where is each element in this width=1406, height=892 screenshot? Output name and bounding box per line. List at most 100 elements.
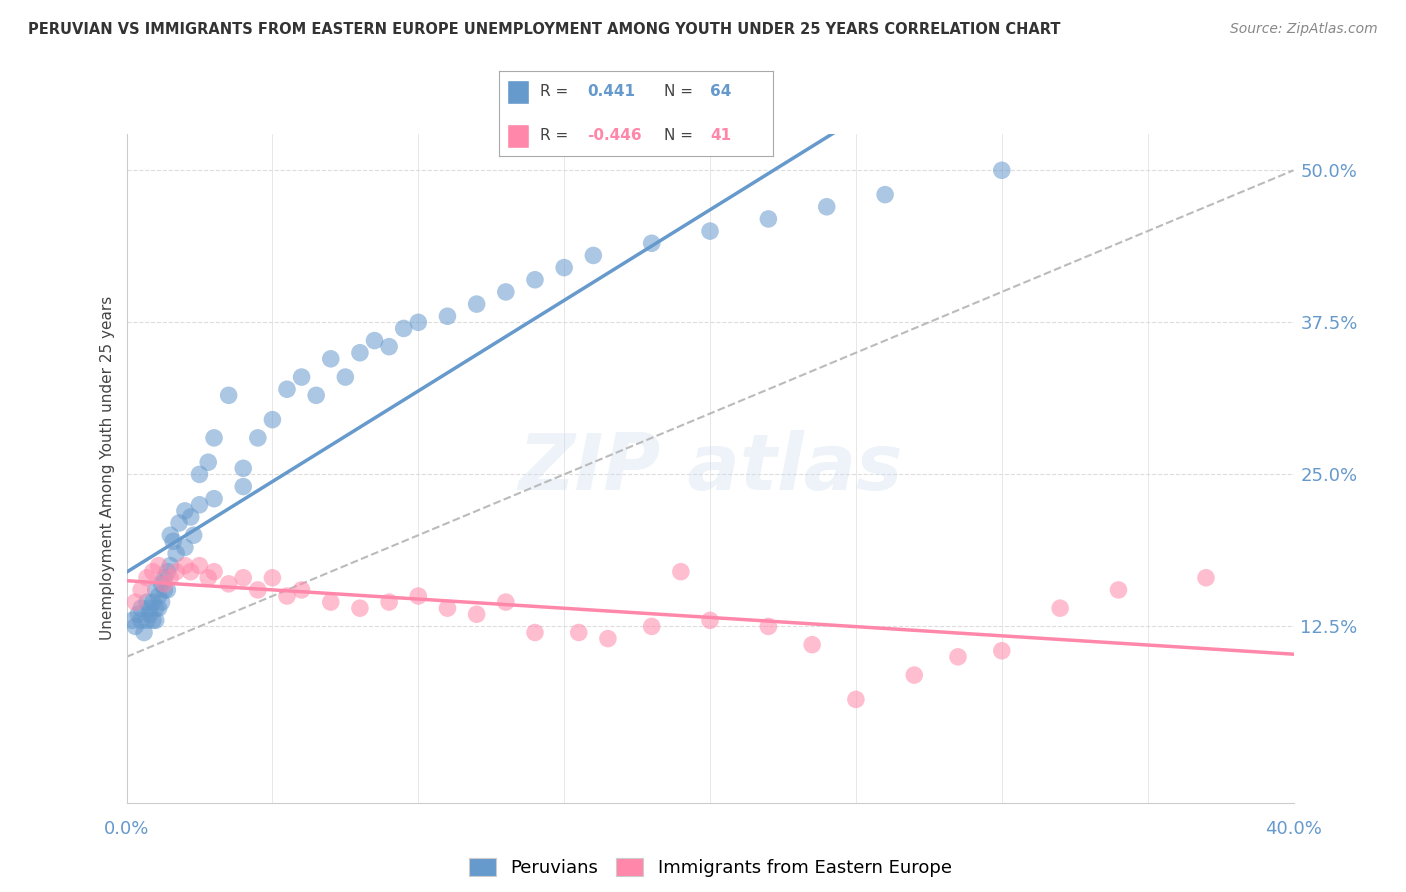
- Point: [378, 340, 401, 354]
- Point: [465, 297, 488, 311]
- Point: [568, 625, 591, 640]
- Point: [202, 565, 225, 579]
- Text: N =: N =: [664, 128, 693, 144]
- Point: [188, 558, 211, 573]
- Point: [349, 601, 371, 615]
- Point: [262, 571, 284, 585]
- Point: [290, 370, 312, 384]
- Point: [495, 285, 517, 299]
- Point: [124, 619, 146, 633]
- Point: [145, 613, 167, 627]
- Point: [305, 388, 328, 402]
- Point: [246, 431, 269, 445]
- Point: [159, 528, 181, 542]
- Text: -0.446: -0.446: [586, 128, 641, 144]
- Point: [142, 595, 165, 609]
- Point: [145, 582, 167, 597]
- Point: [129, 582, 152, 597]
- Point: [148, 558, 170, 573]
- Text: 0.441: 0.441: [586, 84, 636, 99]
- Point: [159, 558, 181, 573]
- Point: [153, 577, 176, 591]
- Legend: Peruvians, Immigrants from Eastern Europe: Peruvians, Immigrants from Eastern Europ…: [461, 850, 959, 884]
- Point: [148, 589, 170, 603]
- Y-axis label: Unemployment Among Youth under 25 years: Unemployment Among Youth under 25 years: [100, 296, 115, 640]
- Point: [202, 491, 225, 506]
- Point: [845, 692, 868, 706]
- Point: [232, 571, 254, 585]
- Point: [875, 187, 897, 202]
- Point: [180, 565, 202, 579]
- Point: [276, 589, 298, 603]
- Point: [165, 565, 187, 579]
- Point: [495, 595, 517, 609]
- Text: Source: ZipAtlas.com: Source: ZipAtlas.com: [1230, 22, 1378, 37]
- FancyBboxPatch shape: [508, 124, 529, 147]
- Point: [903, 668, 925, 682]
- Point: [136, 595, 159, 609]
- Point: [202, 431, 225, 445]
- Point: [183, 528, 205, 542]
- Point: [596, 632, 619, 646]
- Text: 41: 41: [710, 128, 731, 144]
- Text: ZIP atlas: ZIP atlas: [517, 430, 903, 507]
- Point: [174, 558, 197, 573]
- Point: [232, 479, 254, 493]
- Point: [174, 504, 197, 518]
- Point: [392, 321, 415, 335]
- Text: N =: N =: [664, 84, 693, 99]
- Point: [174, 541, 197, 555]
- Text: R =: R =: [540, 84, 568, 99]
- Point: [145, 601, 167, 615]
- Point: [124, 595, 146, 609]
- Point: [232, 461, 254, 475]
- Point: [262, 412, 284, 426]
- Point: [153, 582, 176, 597]
- Point: [640, 236, 664, 251]
- Point: [524, 273, 547, 287]
- Text: PERUVIAN VS IMMIGRANTS FROM EASTERN EUROPE UNEMPLOYMENT AMONG YOUTH UNDER 25 YEA: PERUVIAN VS IMMIGRANTS FROM EASTERN EURO…: [28, 22, 1060, 37]
- Point: [136, 571, 159, 585]
- Point: [162, 534, 184, 549]
- Point: [756, 211, 779, 226]
- Point: [150, 577, 173, 591]
- Point: [129, 601, 152, 615]
- Point: [142, 565, 165, 579]
- Point: [218, 388, 240, 402]
- Point: [319, 595, 342, 609]
- Point: [363, 334, 385, 348]
- Point: [319, 351, 342, 366]
- Point: [553, 260, 575, 275]
- Text: 64: 64: [710, 84, 731, 99]
- Point: [139, 607, 162, 622]
- Point: [378, 595, 401, 609]
- FancyBboxPatch shape: [508, 80, 529, 103]
- Point: [1049, 601, 1071, 615]
- Point: [246, 582, 269, 597]
- Point: [197, 571, 219, 585]
- Point: [159, 571, 181, 585]
- Point: [465, 607, 488, 622]
- Point: [153, 571, 176, 585]
- Text: R =: R =: [540, 128, 568, 144]
- Point: [180, 510, 202, 524]
- Point: [1195, 571, 1218, 585]
- Point: [127, 607, 149, 622]
- Point: [756, 619, 779, 633]
- Point: [524, 625, 547, 640]
- Point: [582, 248, 605, 262]
- Point: [129, 613, 152, 627]
- Point: [132, 625, 155, 640]
- Point: [946, 649, 969, 664]
- Point: [699, 613, 721, 627]
- Point: [188, 467, 211, 482]
- Point: [276, 382, 298, 396]
- Point: [165, 546, 187, 560]
- Text: 40.0%: 40.0%: [1265, 820, 1322, 838]
- Point: [197, 455, 219, 469]
- Point: [290, 582, 312, 597]
- Point: [408, 315, 430, 329]
- Point: [990, 644, 1012, 658]
- Point: [136, 613, 159, 627]
- Point: [150, 595, 173, 609]
